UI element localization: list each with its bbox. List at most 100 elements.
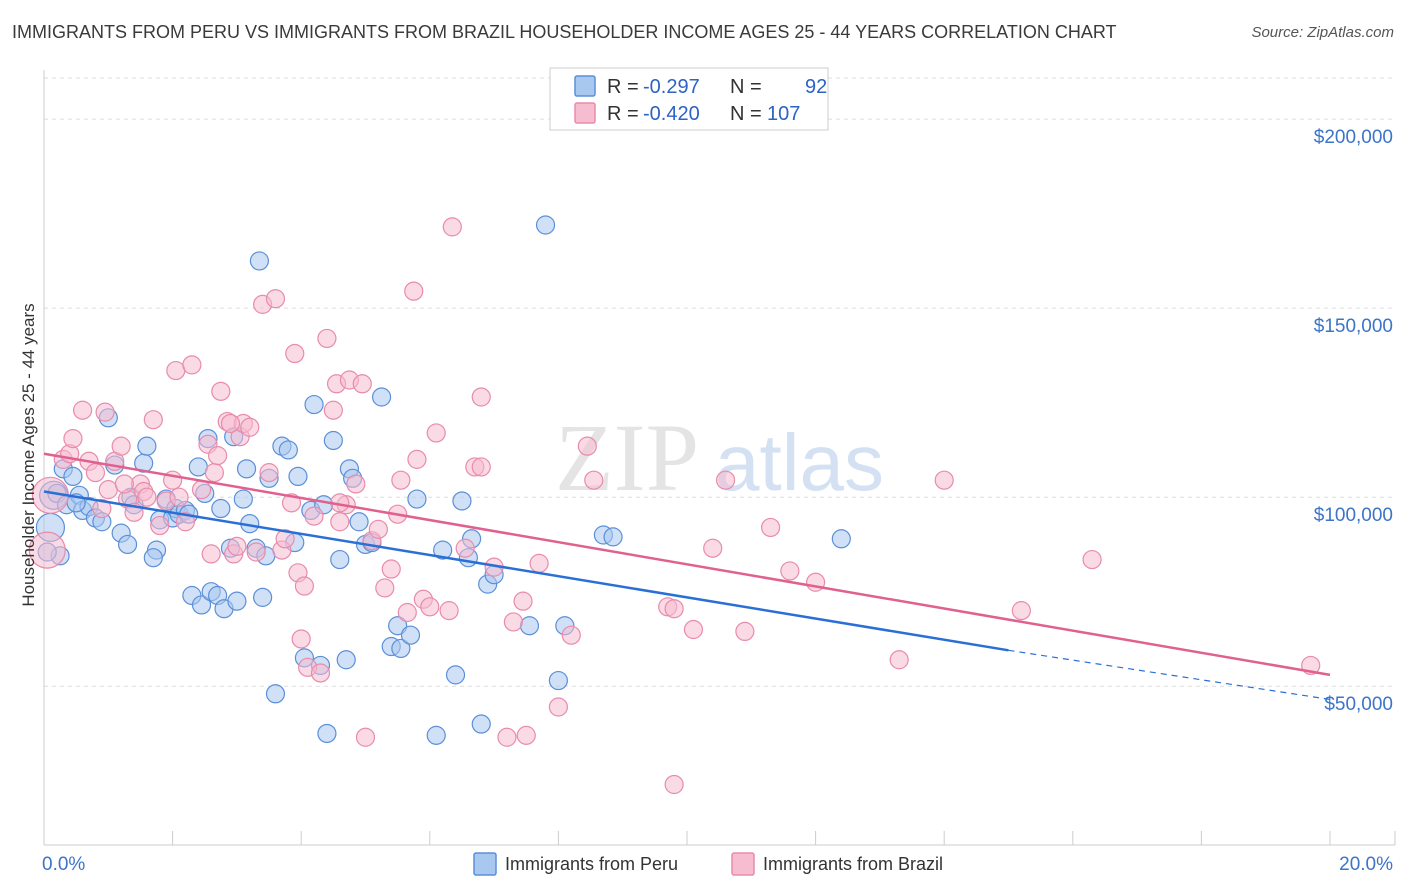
y-axis-label: Householder Income Ages 25 - 44 years: [19, 303, 38, 606]
peru-point: [323, 430, 343, 451]
brazil-point: [355, 727, 376, 747]
peru-point: [349, 512, 369, 532]
brazil-point: [561, 625, 581, 645]
brazil-point: [889, 650, 909, 670]
brazil-point: [683, 619, 704, 640]
peru-point: [330, 549, 350, 570]
brazil-point: [934, 470, 954, 490]
brazil-point: [529, 553, 549, 573]
brazil-point: [304, 506, 324, 526]
peru-point: [471, 714, 491, 734]
peru-point: [63, 466, 83, 487]
watermark-atlas: atlas: [715, 418, 884, 507]
brazil-point: [259, 463, 279, 483]
brazil-point: [98, 480, 118, 500]
peru-point: [400, 625, 421, 645]
y-tick-labels: $50,000 $100,000 $150,000 $200,000: [1314, 127, 1393, 715]
axes: [43, 70, 1396, 846]
brazil-point: [513, 591, 533, 611]
peru-point: [452, 491, 472, 511]
brazil-point: [368, 519, 388, 539]
brazil-point: [352, 374, 372, 394]
brazil-point: [442, 217, 462, 237]
trend-lines: [43, 452, 1331, 701]
brazil-point: [291, 629, 311, 649]
brazil-point: [281, 493, 302, 513]
peru-point: [535, 215, 556, 235]
peru-point: [304, 394, 324, 415]
brazil-point: [735, 621, 755, 642]
watermark-zip: ZIP: [555, 404, 699, 511]
y-tick-label: $100,000: [1314, 505, 1393, 526]
brazil-point: [92, 498, 112, 519]
chart-title: IMMIGRANTS FROM PERU VS IMMIGRANTS FROM …: [12, 22, 1117, 42]
brazil-point: [143, 410, 163, 430]
bottom-legend-label-brazil[interactable]: Immigrants from Brazil: [763, 854, 943, 874]
brazil-point: [137, 487, 157, 507]
brazil-point: [201, 544, 221, 564]
series-legend: Immigrants from Peru Immigrants from Bra…: [473, 852, 943, 876]
peru-point: [391, 638, 411, 659]
brazil-point: [420, 597, 440, 617]
legend-n-value-peru: 92: [805, 76, 827, 98]
brazil-point: [220, 413, 241, 434]
legend-n-label-brazil: N =: [730, 103, 762, 125]
peru-point: [249, 251, 270, 271]
peru-point: [317, 723, 337, 744]
peru-point: [519, 616, 540, 636]
brazil-point: [211, 381, 231, 401]
watermark: ZIP atlas: [555, 404, 884, 511]
correlation-legend: R = -0.297 N = 92 R = -0.420 N = 107: [549, 67, 829, 131]
brazil-point: [166, 360, 186, 381]
peru-point: [265, 684, 286, 704]
brazil-point: [111, 436, 131, 456]
brazil-point: [182, 355, 202, 375]
brazil-point: [294, 576, 315, 596]
trend-line-peru-extension: [1008, 649, 1331, 701]
brazil-point: [72, 400, 93, 420]
trend-line-brazil: [43, 452, 1331, 677]
brazil-point: [780, 561, 800, 581]
brazil-point: [703, 538, 723, 558]
brazil-point: [548, 697, 569, 717]
brazil-point: [323, 400, 343, 420]
brazil-point: [191, 480, 212, 500]
peru-point: [433, 540, 453, 560]
brazil-point: [516, 725, 536, 745]
brazil-point: [407, 449, 427, 469]
y-tick-label: $50,000: [1324, 694, 1393, 715]
brazil-point: [426, 423, 446, 443]
peru-point: [388, 616, 408, 636]
y-tick-label: $200,000: [1314, 127, 1393, 148]
peru-point: [236, 459, 257, 479]
brazil-point: [246, 542, 266, 562]
peru-point: [336, 650, 356, 670]
legend-r-value-brazil: -0.420: [643, 103, 700, 125]
trend-line-peru: [43, 490, 1009, 652]
brazil-point: [664, 599, 684, 619]
legend-swatch-brazil: [574, 102, 596, 124]
brazil-point: [664, 774, 684, 795]
peru-point: [137, 436, 157, 456]
peru-point: [445, 665, 466, 685]
bottom-legend-label-peru[interactable]: Immigrants from Peru: [505, 854, 678, 874]
brazil-point: [175, 512, 196, 532]
legend-r-label-brazil: R =: [607, 103, 639, 125]
y-tick-label: $150,000: [1314, 316, 1393, 337]
brazil-point: [346, 474, 366, 494]
bottom-legend-swatch-brazil[interactable]: [731, 852, 755, 876]
legend-r-label-peru: R =: [607, 76, 639, 98]
bottom-legend-swatch-peru[interactable]: [473, 852, 497, 876]
brazil-point: [471, 457, 491, 477]
brazil-point: [397, 602, 417, 623]
brazil-point: [28, 531, 66, 569]
brazil-point: [150, 515, 170, 536]
source-label: Source: ZipAtlas.com: [1251, 24, 1394, 41]
brazil-point: [381, 559, 401, 579]
brazil-point: [114, 474, 134, 494]
peru-point: [191, 595, 212, 615]
brazil-point: [1082, 549, 1102, 570]
brazil-point: [455, 538, 475, 558]
peru-point: [211, 498, 231, 519]
